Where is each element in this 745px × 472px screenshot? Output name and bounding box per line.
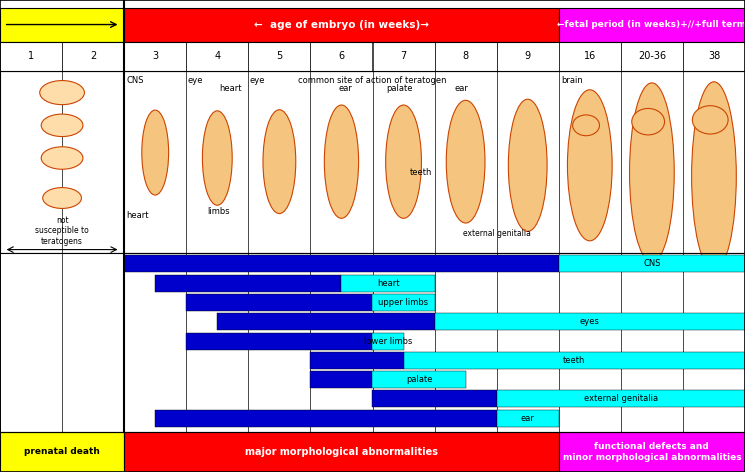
Ellipse shape: [508, 99, 547, 231]
Text: external genitalia: external genitalia: [584, 395, 658, 404]
Text: 8: 8: [463, 51, 469, 61]
Bar: [124, 255, 559, 272]
Bar: [124, 42, 186, 71]
Text: 5: 5: [276, 51, 282, 61]
Bar: [559, 42, 621, 71]
Bar: [434, 42, 497, 71]
Bar: [0, 71, 745, 253]
Ellipse shape: [41, 147, 83, 169]
Text: prenatal death: prenatal death: [24, 447, 100, 456]
Text: teeth: teeth: [410, 168, 432, 177]
Text: ←  age of embryo (in weeks)→: ← age of embryo (in weeks)→: [254, 19, 429, 30]
Bar: [186, 42, 248, 71]
Text: major morphological abnormalities: major morphological abnormalities: [245, 447, 438, 457]
Text: heart: heart: [127, 211, 149, 220]
Bar: [186, 333, 372, 350]
Text: eyes: eyes: [580, 317, 600, 326]
Text: ←fetal period (in weeks)+∕∕+full term: ←fetal period (in weeks)+∕∕+full term: [557, 20, 745, 29]
Text: ear: ear: [338, 84, 352, 93]
Text: external genitalia: external genitalia: [463, 229, 530, 238]
Bar: [124, 432, 559, 472]
Text: heart: heart: [377, 278, 399, 288]
Text: 9: 9: [524, 51, 530, 61]
Bar: [683, 42, 745, 71]
Text: 20-36: 20-36: [638, 51, 666, 61]
Bar: [155, 275, 341, 292]
Bar: [372, 390, 497, 407]
Bar: [497, 42, 559, 71]
Bar: [124, 8, 559, 42]
Text: not
susceptible to
teratogens: not susceptible to teratogens: [35, 216, 89, 245]
Text: eye: eye: [188, 76, 203, 84]
Ellipse shape: [691, 82, 736, 270]
Text: ear: ear: [521, 413, 535, 423]
Text: eye: eye: [250, 76, 265, 84]
Bar: [559, 8, 745, 42]
Text: palate: palate: [387, 84, 413, 93]
Bar: [372, 294, 434, 311]
Bar: [404, 352, 745, 369]
Text: upper limbs: upper limbs: [378, 298, 428, 307]
Bar: [559, 432, 745, 472]
Bar: [311, 352, 404, 369]
Ellipse shape: [39, 81, 84, 105]
Text: CNS: CNS: [643, 260, 661, 269]
Text: 4: 4: [215, 51, 221, 61]
Ellipse shape: [263, 110, 296, 214]
Text: 2: 2: [90, 51, 96, 61]
Ellipse shape: [692, 106, 728, 134]
Bar: [62, 42, 124, 71]
Text: 6: 6: [338, 51, 344, 61]
Ellipse shape: [42, 187, 81, 209]
Text: CNS: CNS: [127, 76, 144, 84]
Ellipse shape: [142, 110, 168, 195]
Bar: [0, 253, 745, 432]
Text: 38: 38: [708, 51, 720, 61]
Text: 3: 3: [152, 51, 158, 61]
Text: limbs: limbs: [207, 207, 230, 216]
Ellipse shape: [568, 90, 612, 241]
Bar: [0, 432, 124, 472]
Ellipse shape: [203, 111, 232, 205]
Ellipse shape: [573, 115, 600, 136]
Text: teeth: teeth: [563, 356, 586, 365]
Bar: [372, 333, 404, 350]
Bar: [434, 313, 745, 330]
Text: ear: ear: [455, 84, 469, 93]
Bar: [372, 42, 434, 71]
Ellipse shape: [41, 114, 83, 136]
Ellipse shape: [630, 83, 674, 262]
Text: palate: palate: [406, 375, 432, 384]
Bar: [155, 410, 497, 427]
Ellipse shape: [324, 105, 358, 218]
Text: 7: 7: [400, 51, 407, 61]
Bar: [341, 275, 434, 292]
Bar: [621, 42, 683, 71]
Bar: [186, 294, 372, 311]
Bar: [311, 371, 372, 388]
Text: lower limbs: lower limbs: [364, 337, 412, 346]
Ellipse shape: [446, 100, 485, 223]
Bar: [497, 410, 559, 427]
Text: common site of action of teratogen: common site of action of teratogen: [298, 76, 447, 84]
Ellipse shape: [632, 109, 665, 135]
Bar: [248, 42, 311, 71]
Text: brain: brain: [561, 76, 583, 84]
Bar: [559, 255, 745, 272]
Bar: [218, 313, 434, 330]
Bar: [372, 371, 466, 388]
Bar: [0, 42, 62, 71]
Bar: [497, 390, 745, 407]
Bar: [311, 42, 372, 71]
Bar: [0, 8, 124, 42]
Text: heart: heart: [220, 84, 242, 93]
Text: functional defects and
minor morphological abnormalities: functional defects and minor morphologic…: [562, 442, 741, 462]
Text: 1: 1: [28, 51, 34, 61]
Ellipse shape: [386, 105, 422, 218]
Text: 16: 16: [583, 51, 596, 61]
